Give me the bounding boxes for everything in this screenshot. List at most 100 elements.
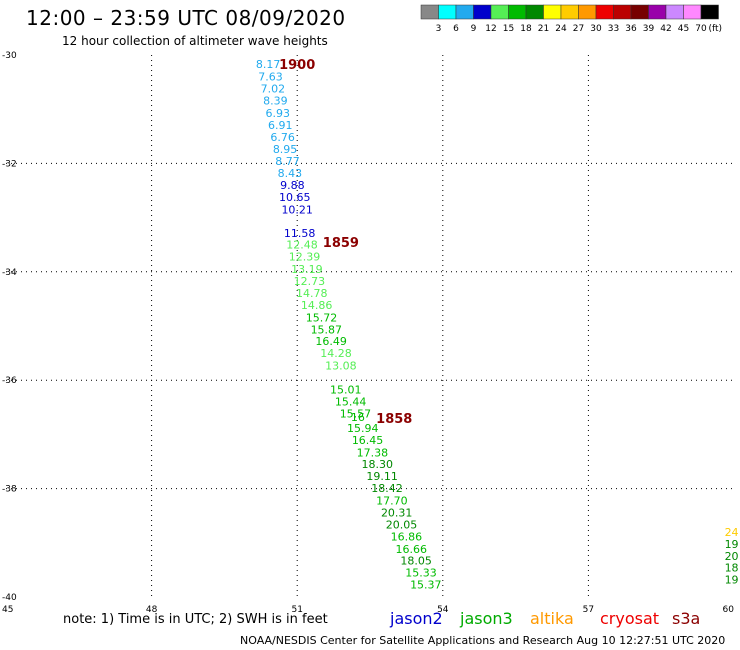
x-tick-label: 60 (723, 605, 735, 615)
pass-time-label: 1859 (323, 236, 359, 251)
scale-swatch (683, 4, 702, 20)
wave-height-value: 6.93 (266, 107, 291, 120)
satellite-s3a: s3a (672, 609, 701, 628)
scale-swatch (630, 4, 649, 20)
y-tick-label: -34 (2, 268, 17, 278)
wave-height-value: 14.78 (296, 287, 328, 300)
wave-height-value: 16.49 (315, 335, 347, 348)
pass-time-label: 1858 (376, 412, 412, 427)
satellite-jason2: jason2 (390, 609, 443, 628)
y-tick-label: -32 (2, 159, 17, 169)
wave-height-value: 15.01 (330, 383, 362, 396)
wave-height-value: 15.37 (410, 579, 442, 592)
wave-height-value: 18.05 (400, 555, 432, 568)
wave-height-value: 24 (725, 526, 739, 539)
scale-swatch (700, 4, 719, 20)
color-scale-legend: 3 6 9 12 15 18 21 24 27 30 33 36 39 42 45 70 (ft) (420, 4, 723, 34)
scale-label: 30 (590, 24, 602, 34)
scale-label: 36 (625, 24, 637, 34)
wave-height-value: 20.31 (381, 506, 413, 519)
y-tick-label: -38 (2, 485, 17, 495)
wave-height-value: 10.21 (281, 203, 313, 216)
scale-label: 24 (555, 24, 567, 34)
wave-height-value: 19 (725, 538, 739, 551)
wave-height-value: 14.86 (301, 299, 333, 312)
scale-swatch (560, 4, 579, 20)
wave-height-value: 15.57 (340, 407, 372, 420)
wave-height-value: 18.30 (362, 458, 394, 471)
grid-lines (6, 55, 734, 597)
wave-height-value: 16.45 (352, 434, 384, 447)
footnote: note: 1) Time is in UTC; 2) SWH is in fe… (63, 612, 328, 627)
scale-label: 3 (436, 24, 442, 34)
wave-height-value: 11.58 (284, 227, 316, 240)
wave-height-value: 9.88 (280, 179, 305, 192)
axis-ticks: 45 48 51 54 57 60 -30 -32 -34 -36 -38 -40 (2, 51, 734, 615)
wave-height-value: 15.33 (405, 567, 437, 580)
scale-swatch (473, 4, 492, 20)
x-tick-label: 51 (291, 605, 302, 615)
scale-label: 70 (695, 24, 707, 34)
wave-height-value: 16.66 (396, 543, 428, 556)
wave-height-value: 17.70 (376, 495, 408, 508)
scale-swatch (665, 4, 684, 20)
wave-height-value: 19.11 (366, 470, 398, 483)
wave-height-value: 19 (725, 574, 739, 587)
pass-time-label: 1900 (279, 58, 315, 73)
wave-height-value: 13.08 (325, 360, 357, 373)
x-tick-label: 45 (2, 605, 13, 615)
satellite-jason3: jason3 (460, 609, 513, 628)
scale-label: 6 (453, 24, 459, 34)
scale-unit: (ft) (709, 24, 723, 34)
wave-height-values: 8.177.637.028.396.936.916.768.958.778.43… (256, 58, 739, 591)
wave-height-value: 13.19 (291, 263, 323, 276)
wave-height-value: 17.38 (357, 446, 389, 459)
wave-height-value: 18 (725, 562, 739, 575)
wave-height-value: 8.95 (273, 143, 298, 156)
y-tick-label: -40 (2, 593, 17, 603)
scale-label: 15 (503, 24, 514, 34)
wave-height-value: 7.63 (258, 71, 283, 84)
wave-height-value: 12.73 (294, 275, 326, 288)
wave-height-value: 6.91 (268, 119, 293, 132)
wave-height-value: 8.39 (263, 95, 288, 108)
scale-label: 45 (678, 24, 689, 34)
wave-height-value: 20.05 (386, 518, 418, 531)
satellite-altika: altika (530, 609, 574, 628)
scale-swatch (455, 4, 474, 20)
scale-label: 27 (573, 24, 584, 34)
wave-height-value: 8.43 (278, 167, 303, 180)
scale-swatch (525, 4, 544, 20)
wave-height-value: 10.65 (279, 191, 311, 204)
scale-swatch (648, 4, 667, 20)
y-tick-label: -36 (2, 376, 17, 386)
wave-height-value: 12.39 (289, 251, 321, 264)
scale-swatch (578, 4, 597, 20)
scale-swatch (613, 4, 632, 20)
wave-height-value: 15.44 (335, 395, 367, 408)
wave-height-value: 7.02 (261, 83, 286, 96)
wave-height-value: 12.48 (286, 239, 318, 252)
pass-labels: 1900 1859 1858 (279, 58, 412, 427)
wave-height-value: 15.94 (347, 422, 379, 435)
scale-swatch (420, 4, 439, 20)
satellite-cryosat: cryosat (600, 609, 660, 628)
wave-height-value: 16.86 (391, 530, 423, 543)
wave-height-value: 15.87 (311, 323, 343, 336)
wave-height-value: 14.28 (320, 347, 352, 360)
wave-height-value: 8.17 (256, 58, 281, 71)
scale-swatch (438, 4, 457, 20)
scale-label: 33 (608, 24, 619, 34)
credit-line: NOAA/NESDIS Center for Satellite Applica… (240, 634, 726, 647)
scale-swatch (490, 4, 509, 20)
scale-label: 39 (643, 24, 655, 34)
wave-height-value: 6.76 (270, 131, 295, 144)
scale-swatch (543, 4, 562, 20)
y-tick-label: -30 (2, 51, 17, 61)
x-tick-label: 57 (583, 605, 594, 615)
wave-height-value: 20 (725, 550, 739, 563)
x-tick-label: 54 (437, 605, 449, 615)
chart-title: 12:00 – 23:59 UTC 08/09/2020 (26, 6, 346, 30)
x-tick-label: 48 (146, 605, 158, 615)
